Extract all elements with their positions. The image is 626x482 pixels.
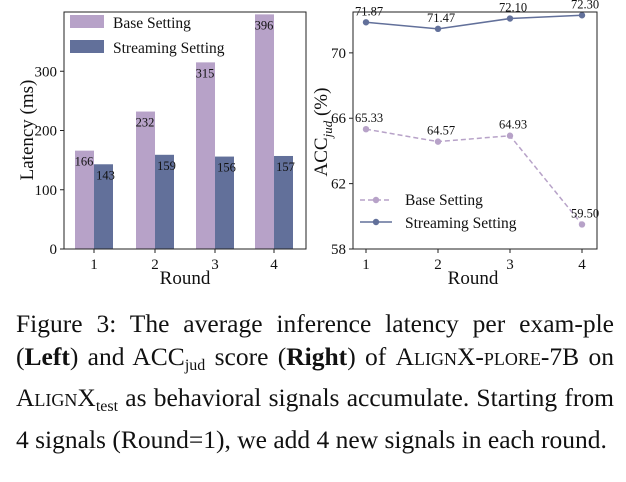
legend-label-streaming: Streaming Setting [113, 40, 225, 57]
legend-marker-base [372, 196, 380, 204]
legend-label-streaming: Streaming Setting [405, 215, 517, 232]
bar-streaming-round-4 [274, 155, 293, 249]
caption-text-6: as behavioral signals accumulate. Starti… [16, 383, 614, 454]
line-streaming [365, 14, 583, 30]
caption-dataset: AlignX [16, 383, 96, 412]
bar-value-labels: 166 232 315 396 143 159 156 157 [75, 18, 295, 182]
bar-base-round-4 [255, 14, 274, 250]
bar-base-round-1 [75, 150, 94, 249]
x-tick-label-2: 2 [151, 257, 159, 273]
figure-caption: Figure 3: The average inference latency … [16, 308, 614, 456]
y-tick-marks [349, 52, 583, 253]
x-tick-label-2: 2 [434, 257, 442, 273]
point-label-streaming-round-1: 71.87 [355, 4, 383, 18]
y-tick-labels: 0 100 200 300 [35, 64, 58, 258]
caption-text-3: score ( [205, 341, 287, 371]
accuracy-lines [362, 12, 586, 228]
x-tick-label-1: 1 [362, 257, 370, 273]
legend-swatch-streaming [70, 40, 104, 53]
x-tick-label-3: 3 [506, 257, 514, 273]
legend-swatch-base [70, 15, 104, 28]
x-tick-labels: 1 2 3 4 [90, 257, 278, 273]
y-label-tail: (%) [311, 88, 332, 121]
bar-label-base-round-3: 315 [196, 66, 215, 80]
point-streaming-round-1 [362, 19, 370, 26]
x-tick-labels: 1 2 3 4 [362, 257, 586, 273]
y-tick-label-70: 70 [331, 46, 346, 62]
caption-text-5: on [579, 341, 615, 371]
bar-streaming-round-2 [155, 154, 174, 249]
point-label-base-round-4: 59.50 [571, 206, 599, 220]
latency-chart: 166 232 315 396 143 159 156 157 1 2 3 4 0 100 200 300… [17, 11, 307, 289]
x-tick-label-4: 4 [270, 257, 278, 273]
y-tick-label-300: 300 [35, 64, 58, 80]
x-axis-label: Round [160, 268, 211, 289]
point-label-streaming-round-3: 72.10 [499, 1, 527, 15]
point-label-base-round-3: 64.93 [499, 118, 527, 132]
point-streaming-round-3 [506, 15, 514, 22]
y-label-sub: jud [320, 120, 335, 139]
caption-text-2: ) and ACC [69, 341, 185, 371]
bar-label-streaming-round-1: 143 [96, 168, 115, 182]
point-value-labels: 65.33 64.57 64.93 59.50 71.87 71.47 72.10 72.30 [355, 0, 599, 220]
bar-label-streaming-round-3: 156 [217, 161, 236, 175]
y-axis-label: Latency (ms) [17, 80, 38, 181]
point-base-round-4 [578, 221, 586, 228]
bar-base-round-3 [196, 62, 215, 249]
legend-marker-streaming [372, 218, 380, 226]
y-label-main: ACC [311, 137, 332, 176]
line-base [365, 128, 583, 225]
y-tick-label-200: 200 [35, 124, 58, 140]
plot-frame [63, 11, 307, 250]
bar-label-streaming-round-2: 159 [157, 159, 176, 173]
y-tick-marks [60, 70, 275, 253]
caption-model: AlignX-plore-7B [395, 341, 580, 371]
caption-text-1: Figure 3: The average inference latency … [16, 309, 614, 371]
bar-label-base-round-4: 396 [255, 18, 274, 32]
point-base-round-1 [362, 125, 370, 133]
bar-streaming-round-3 [215, 156, 234, 249]
y-tick-label-100: 100 [35, 183, 58, 199]
point-label-streaming-round-2: 71.47 [427, 11, 455, 25]
point-streaming-round-4 [578, 12, 586, 19]
legend-label-base: Base Setting [113, 15, 191, 32]
caption-right: Right [286, 341, 348, 371]
x-tick-label-3: 3 [211, 257, 219, 273]
bar-streaming-round-1 [94, 164, 113, 249]
point-streaming-round-2 [434, 25, 442, 33]
bar-label-base-round-1: 166 [75, 155, 94, 169]
point-base-round-3 [506, 132, 514, 139]
caption-sub-jud: jud [184, 356, 206, 374]
legend: Base Setting Streaming Setting [70, 15, 225, 57]
y-tick-labels: 58 62 66 70 [331, 46, 347, 258]
caption-text-4: ) of [347, 341, 396, 371]
x-tick-label-4: 4 [578, 257, 586, 273]
bar-label-streaming-round-4: 157 [276, 160, 295, 174]
y-tick-label-66: 66 [331, 111, 347, 127]
legend: Base Setting Streaming Setting [360, 192, 517, 232]
bar-base-round-2 [136, 111, 155, 249]
bar-label-base-round-2: 232 [136, 116, 155, 130]
point-label-base-round-2: 64.57 [427, 124, 455, 138]
y-tick-label-0: 0 [50, 242, 58, 258]
plot-frame [352, 11, 598, 250]
caption-left: Left [24, 341, 70, 371]
x-tick-label-1: 1 [90, 257, 98, 273]
y-axis-label: ACCjud (%) [311, 88, 335, 177]
y-tick-label-62: 62 [331, 177, 346, 193]
caption-sub-test: test [95, 398, 119, 415]
x-axis-label: Round [448, 268, 499, 289]
latency-bars [75, 14, 293, 250]
point-base-round-2 [434, 138, 442, 145]
accuracy-chart: 65.33 64.57 64.93 59.50 71.87 71.47 72.10 72.30… [311, 0, 599, 289]
legend-label-base: Base Setting [405, 192, 483, 209]
y-tick-label-58: 58 [331, 242, 346, 258]
point-label-base-round-1: 65.33 [355, 111, 383, 125]
point-label-streaming-round-4: 72.30 [571, 0, 599, 11]
